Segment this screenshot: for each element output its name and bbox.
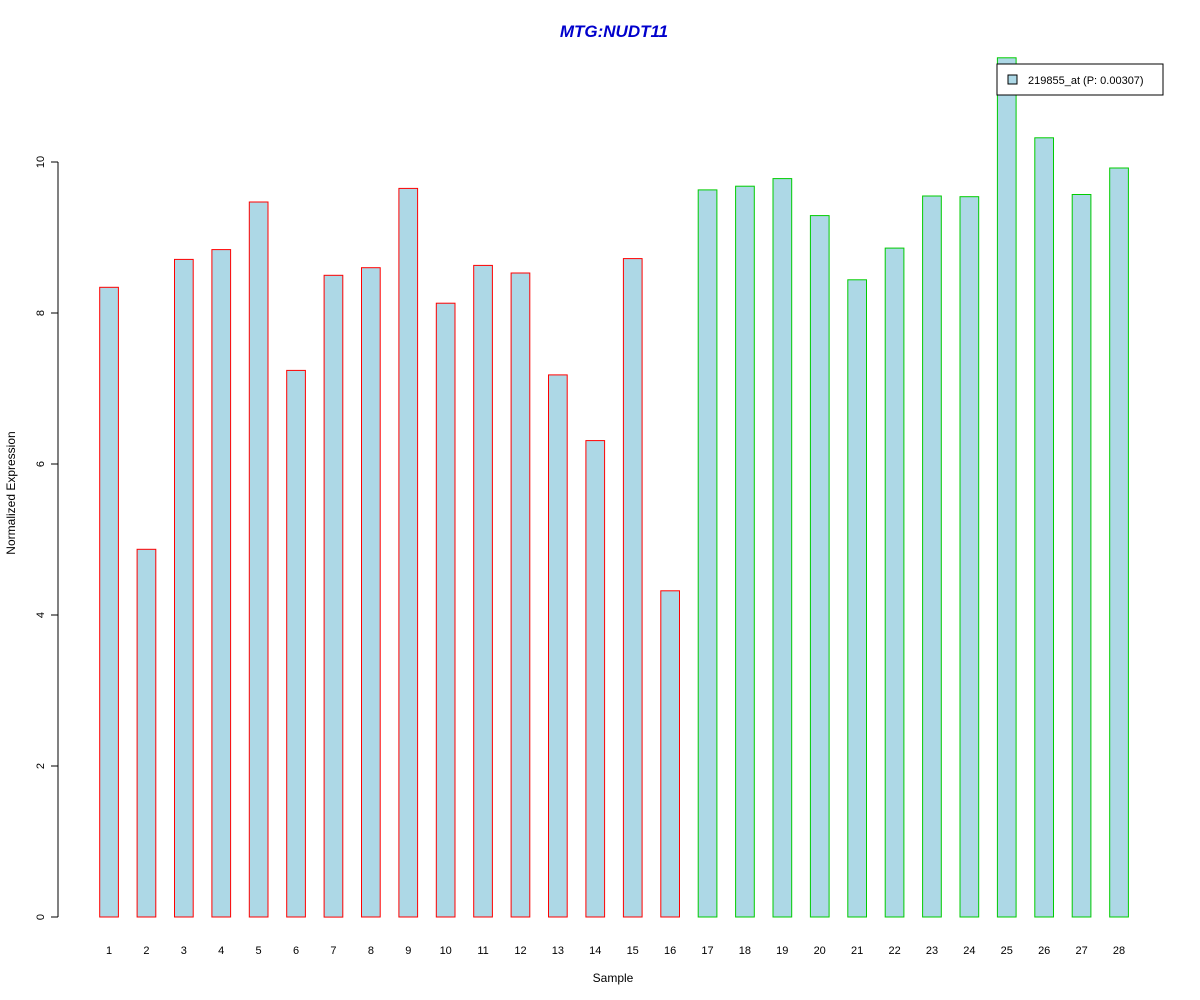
x-tick-label: 12 <box>514 945 526 957</box>
x-tick-label: 7 <box>330 945 336 957</box>
bar-sample-12 <box>510 272 531 918</box>
x-tick-label: 23 <box>926 945 938 957</box>
bar-sample-6 <box>286 369 306 918</box>
x-tick-label: 3 <box>181 945 187 957</box>
x-tick-label: 14 <box>589 945 601 957</box>
legend-entry-label: 219855_at (P: 0.00307) <box>1028 75 1144 87</box>
bar-sample-25 <box>996 57 1017 918</box>
bar-sample-22 <box>884 247 905 918</box>
x-tick-label: 16 <box>664 945 676 957</box>
bar-sample-26 <box>1034 137 1055 918</box>
bar-sample-5 <box>248 201 269 918</box>
x-tick-label: 20 <box>814 945 826 957</box>
bar-sample-23 <box>922 195 942 918</box>
y-tick-label: 8 <box>35 310 47 316</box>
x-tick-label: 28 <box>1113 945 1125 957</box>
x-tick-label: 26 <box>1038 945 1050 957</box>
x-tick-label: 27 <box>1075 945 1087 957</box>
bars-group <box>99 57 1129 918</box>
bar-sample-24 <box>959 196 980 918</box>
x-tick-label: 9 <box>405 945 411 957</box>
x-tick-label: 17 <box>701 945 713 957</box>
x-tick-label: 21 <box>851 945 863 957</box>
bar-sample-3 <box>174 258 194 918</box>
chart-title: MTG:NUDT11 <box>560 22 668 41</box>
y-tick-label: 4 <box>35 612 47 618</box>
y-tick-label: 10 <box>35 156 47 168</box>
legend: 219855_at (P: 0.00307) <box>996 63 1164 96</box>
x-axis-label: Sample <box>593 971 634 985</box>
x-tick-label: 11 <box>477 945 488 957</box>
x-tick-label: 18 <box>739 945 751 957</box>
legend-box <box>996 63 1164 96</box>
x-tick-label: 24 <box>963 945 975 957</box>
x-tick-label: 5 <box>256 945 262 957</box>
y-tick-label: 2 <box>35 763 47 769</box>
bar-sample-21 <box>847 279 867 918</box>
x-tick-label: 25 <box>1001 945 1013 957</box>
y-axis: 0 2 4 6 8 10 <box>35 156 59 920</box>
bar-sample-17 <box>697 189 718 918</box>
bar-sample-10 <box>435 302 456 918</box>
x-tick-label: 4 <box>218 945 224 957</box>
bar-sample-4 <box>211 249 232 918</box>
x-tick-label: 6 <box>293 945 299 957</box>
bar-sample-18 <box>735 185 755 918</box>
x-tick-label: 10 <box>440 945 452 957</box>
bar-sample-14 <box>585 440 606 918</box>
bar-sample-8 <box>361 267 381 918</box>
legend-swatch <box>1007 74 1018 85</box>
y-axis-label: Normalized Expression <box>4 431 18 554</box>
x-tick-label: 13 <box>552 945 564 957</box>
bar-sample-11 <box>473 264 493 918</box>
y-tick-label: 6 <box>35 461 47 467</box>
bar-sample-1 <box>99 286 119 918</box>
bar-sample-27 <box>1071 194 1092 918</box>
bar-sample-16 <box>660 590 680 918</box>
x-tick-label: 19 <box>776 945 788 957</box>
bar-sample-15 <box>622 258 643 918</box>
x-tick-label: 2 <box>143 945 149 957</box>
x-tick-label: 8 <box>368 945 374 957</box>
bar-sample-19 <box>772 178 793 918</box>
x-tick-label: 15 <box>627 945 639 957</box>
bar-sample-9 <box>398 187 419 918</box>
y-tick-label: 0 <box>35 914 47 920</box>
x-tick-labels: 1 2 3 4 5 6 7 8 9 10 11 12 13 14 15 16 17 18 19 20 21 22 23 24 2… <box>106 945 1125 957</box>
bar-sample-20 <box>809 215 830 918</box>
x-tick-label: 22 <box>888 945 900 957</box>
bar-sample-13 <box>548 374 568 918</box>
bar-sample-7 <box>323 274 344 918</box>
bar-sample-2 <box>136 548 157 918</box>
bar-sample-28 <box>1109 167 1129 918</box>
x-tick-label: 1 <box>106 945 112 957</box>
